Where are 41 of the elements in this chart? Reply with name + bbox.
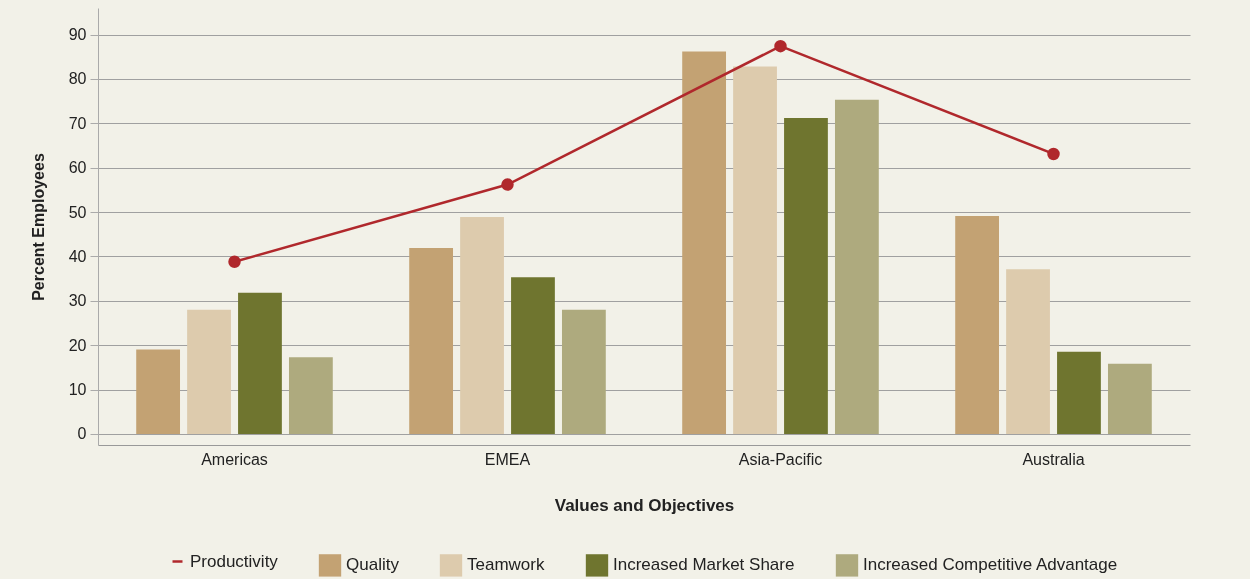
point [774,39,787,53]
legend-label: Increased Market Share [613,555,795,575]
y-tick-label: 30 [68,292,87,310]
bar [409,248,454,434]
y-tick-label: 90 [68,26,87,44]
point [1047,147,1060,161]
y-tick-label: 80 [68,70,87,88]
bar [511,277,555,434]
legend-label: Increased Competitive Advantage [863,555,1118,575]
bar [733,66,777,434]
legend-label: Teamwork [467,555,545,575]
bar [834,99,879,434]
bar [187,309,231,434]
bar [238,292,282,434]
legend-label: Quality [346,555,400,575]
bar [288,357,333,434]
bar [1107,363,1152,434]
x-tick-label: EMEA [484,450,531,468]
y-tick-label: 40 [68,247,87,265]
bar [1006,269,1050,434]
y-tick-label: 20 [68,336,87,354]
point [228,255,241,268]
bar [561,309,606,434]
y-tick-label: 10 [68,381,87,399]
bar [955,216,1000,434]
point [501,178,514,191]
x-tick-label: Americas [201,450,268,468]
y-tick-label: 50 [68,203,87,221]
x-tick-label: Australia [1022,450,1085,468]
bar [460,216,504,434]
y-tick-label: 60 [68,159,87,177]
legend-label: Productivity [190,551,279,571]
x-tick-label: Asia-Pacific [738,450,823,468]
y-axis-title: Percent Employees [29,153,47,301]
y-tick-label: 0 [77,425,87,443]
bar [682,51,727,434]
x-axis-title: Values and Objectives [554,495,735,515]
bar [1057,351,1101,434]
bar [136,349,181,434]
y-tick-label: 70 [68,114,87,132]
bar [784,118,828,434]
